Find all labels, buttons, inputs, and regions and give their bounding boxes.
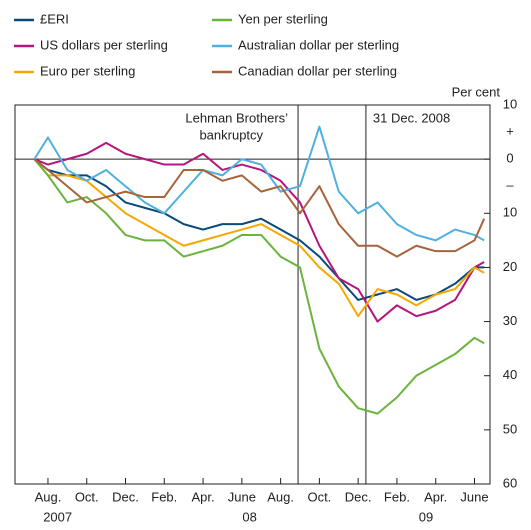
event-label: 31 Dec. 2008 [373, 110, 450, 125]
year-label: 2007 [43, 509, 72, 524]
x-tick-label: Feb. [384, 489, 410, 504]
x-tick-label: June [460, 489, 488, 504]
x-tick-label: Feb. [151, 489, 177, 504]
legend-label: Euro per sterling [40, 63, 135, 78]
y-tick-label: 40 [503, 367, 517, 382]
x-tick-label: Dec. [345, 489, 372, 504]
legend-label: Canadian dollar per sterling [238, 63, 397, 78]
legend-label: Yen per sterling [238, 11, 328, 26]
y-axis-label: Per cent [452, 84, 501, 99]
event-label: bankruptcy [199, 127, 263, 142]
x-tick-label: Aug. [35, 489, 62, 504]
x-tick-label: Aug. [267, 489, 294, 504]
y-tick-label: 0 [506, 151, 513, 166]
x-tick-label: Apr. [191, 489, 214, 504]
year-label: 08 [242, 509, 256, 524]
x-tick-label: Oct. [307, 489, 331, 504]
x-tick-label: Apr. [424, 489, 447, 504]
event-label: Lehman Brothers’ [185, 110, 288, 125]
series-line [34, 141, 485, 323]
y-tick-label: 20 [503, 259, 517, 274]
series-line [33, 125, 485, 242]
legend-label: US dollars per sterling [40, 37, 168, 52]
y-tick-label: 60 [503, 475, 517, 490]
y-tick-label: 10 [503, 205, 517, 220]
series-line [33, 158, 485, 301]
year-label: 09 [419, 509, 433, 524]
series-line [33, 158, 486, 258]
x-tick-label: Dec. [112, 489, 139, 504]
y-tick-label: 30 [503, 313, 517, 328]
series-line [33, 158, 485, 415]
legend-label: Australian dollar per sterling [238, 37, 399, 52]
x-tick-label: June [228, 489, 256, 504]
y-tick-label: 50 [503, 421, 517, 436]
sign-label: + [506, 124, 514, 139]
y-tick-label: 10 [503, 96, 517, 111]
sign-label: – [506, 178, 514, 193]
legend-label: £ERI [40, 11, 69, 26]
plot-frame [14, 104, 491, 485]
x-tick-label: Oct. [75, 489, 99, 504]
